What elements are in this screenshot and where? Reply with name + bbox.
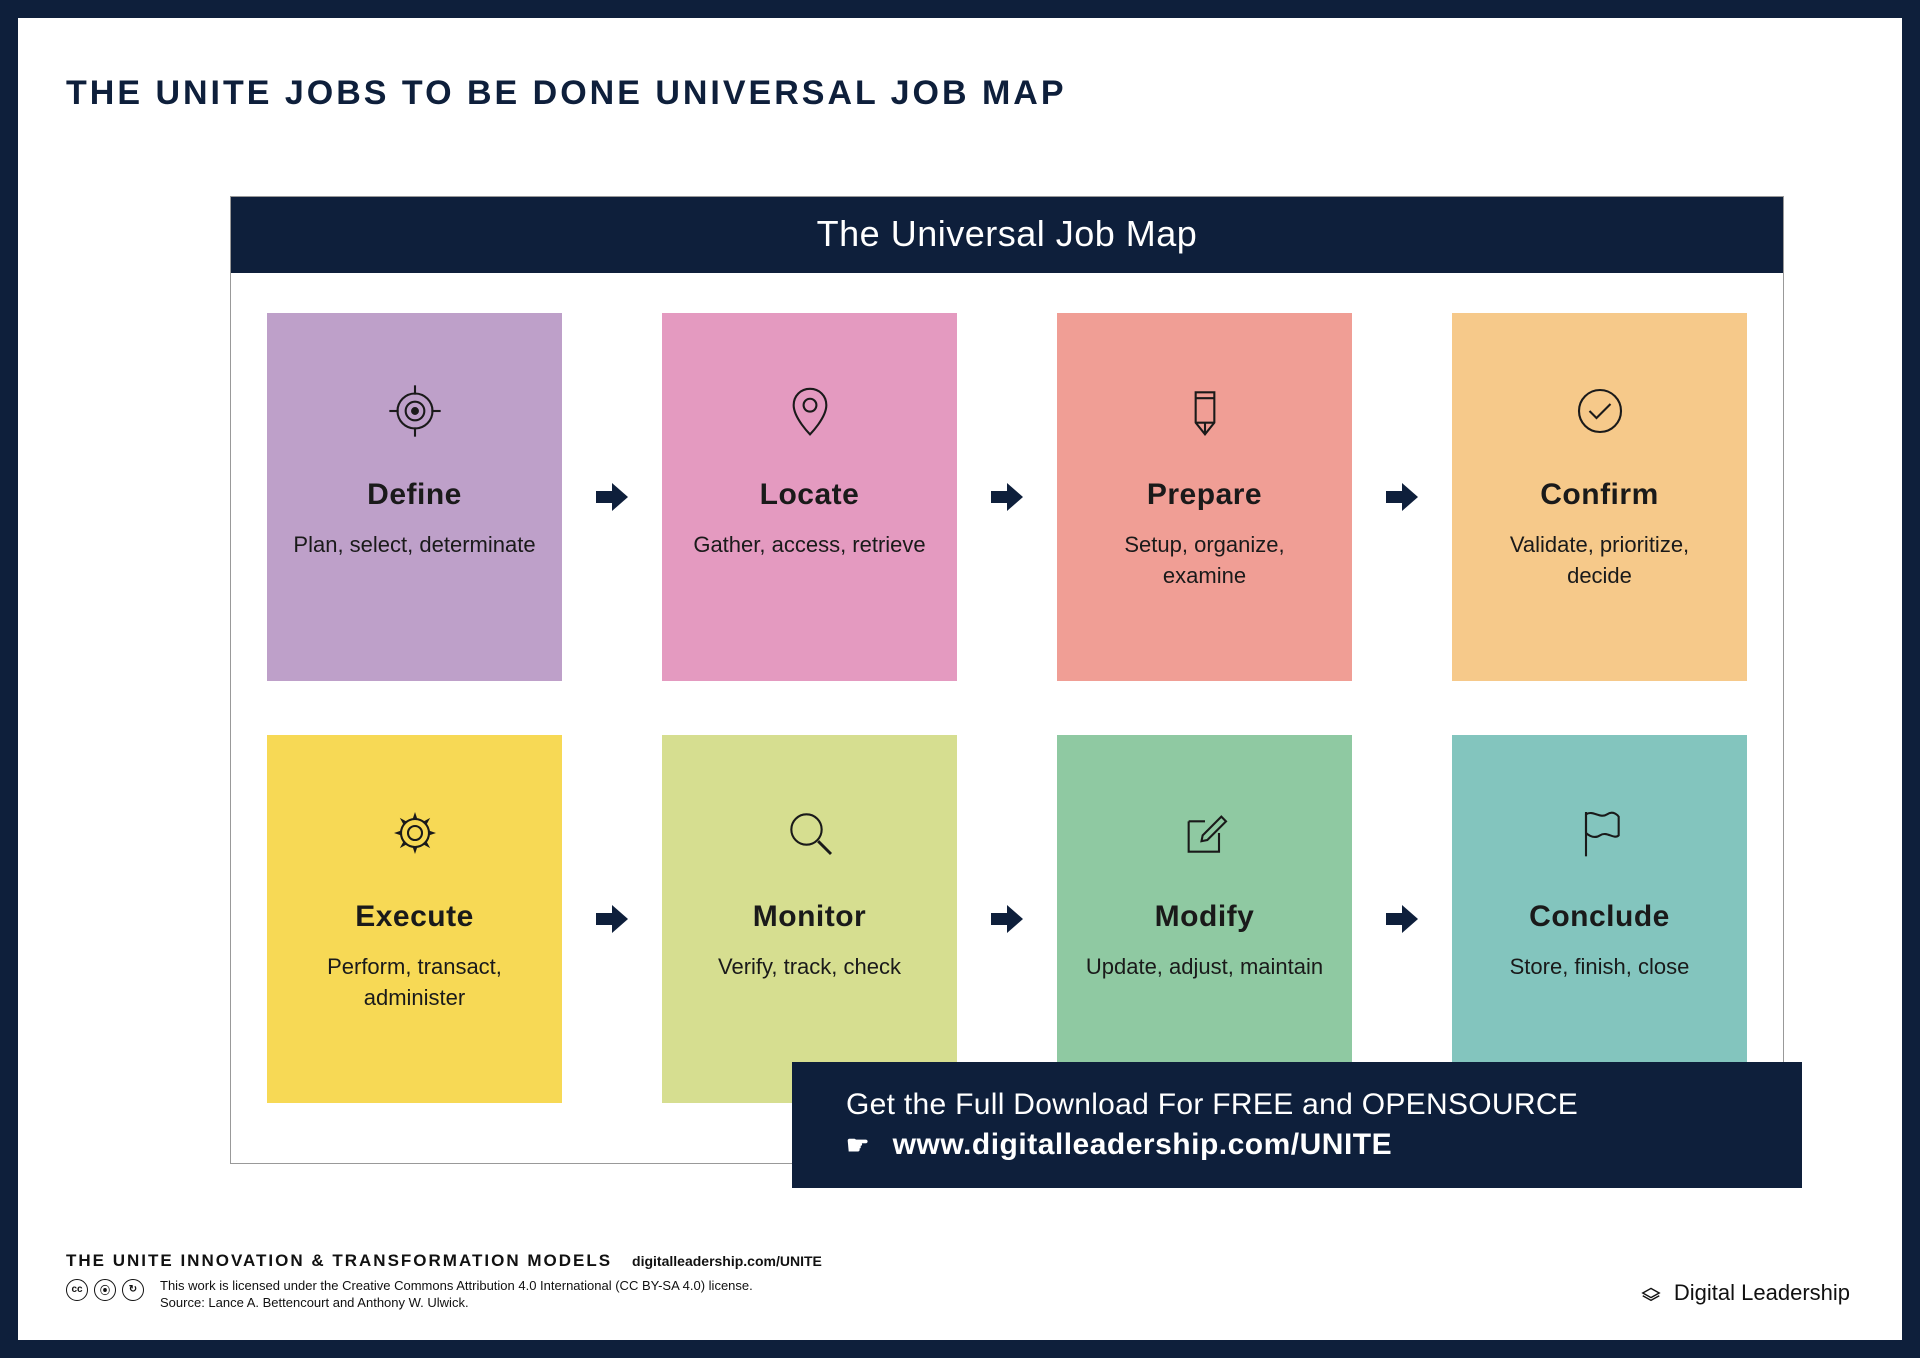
by-icon: ⦿ xyxy=(94,1279,116,1301)
target-icon xyxy=(387,383,443,444)
footer-model-name: THE UNITE INNOVATION & TRANSFORMATION MO… xyxy=(66,1251,612,1271)
footer-license: This work is licensed under the Creative… xyxy=(160,1277,753,1295)
map-card: Conclude Store, finish, close xyxy=(1452,735,1747,1103)
card-desc: Plan, select, determinate xyxy=(269,530,559,561)
cta-url: www.digitalleadership.com/UNITE xyxy=(893,1128,1392,1161)
magnify-icon xyxy=(782,805,838,866)
arrow-icon xyxy=(985,897,1029,941)
arrow-icon xyxy=(1380,897,1424,941)
card-title: Prepare xyxy=(1147,478,1262,512)
footer-source: Source: Lance A. Bettencourt and Anthony… xyxy=(160,1294,753,1312)
footer-license-row: cc ⦿ ↻ This work is licensed under the C… xyxy=(66,1277,1854,1312)
map-card: Confirm Validate, prioritize, decide xyxy=(1452,313,1747,681)
card-desc: Store, finish, close xyxy=(1486,952,1714,983)
arrow-icon xyxy=(590,475,634,519)
card-title: Conclude xyxy=(1529,900,1670,934)
footer-text: This work is licensed under the Creative… xyxy=(160,1277,753,1312)
cta-line1: Get the Full Download For FREE and OPENS… xyxy=(846,1088,1756,1122)
cc-icon: cc xyxy=(66,1279,88,1301)
cta-banner: Get the Full Download For FREE and OPENS… xyxy=(792,1062,1802,1188)
sa-icon: ↻ xyxy=(122,1279,144,1301)
arrow-icon xyxy=(590,897,634,941)
brand-label: Digital Leadership xyxy=(1674,1280,1850,1306)
card-title: Locate xyxy=(760,478,860,512)
map-container: The Universal Job Map Define Plan, select… xyxy=(230,196,1784,1164)
card-title: Modify xyxy=(1155,900,1255,934)
footer: THE UNITE INNOVATION & TRANSFORMATION MO… xyxy=(66,1251,1854,1312)
card-title: Execute xyxy=(355,900,474,934)
map-card: Execute Perform, transact, administer xyxy=(267,735,562,1103)
cta-line2: ☛ www.digitalleadership.com/UNITE xyxy=(846,1128,1756,1162)
card-title: Monitor xyxy=(753,900,866,934)
card-desc: Gather, access, retrieve xyxy=(669,530,949,561)
card-desc: Verify, track, check xyxy=(694,952,925,983)
flag-icon xyxy=(1572,805,1628,866)
page-title: THE UNITE JOBS TO BE DONE UNIVERSAL JOB … xyxy=(66,74,1067,113)
page-frame: THE UNITE JOBS TO BE DONE UNIVERSAL JOB … xyxy=(0,0,1920,1358)
pointer-icon: ☛ xyxy=(846,1130,870,1160)
card-desc: Validate, prioritize, decide xyxy=(1452,530,1747,592)
map-card: Modify Update, adjust, maintain xyxy=(1057,735,1352,1103)
card-desc: Update, adjust, maintain xyxy=(1062,952,1347,983)
card-desc: Setup, organize, examine xyxy=(1057,530,1352,592)
map-rows: Define Plan, select, determinate Locate Gat… xyxy=(231,273,1783,1163)
footer-top: THE UNITE INNOVATION & TRANSFORMATION MO… xyxy=(66,1251,1854,1271)
map-header: The Universal Job Map xyxy=(231,197,1783,273)
card-desc: Perform, transact, administer xyxy=(267,952,562,1014)
map-card: Monitor Verify, track, check xyxy=(662,735,957,1103)
map-card: Define Plan, select, determinate xyxy=(267,313,562,681)
map-row: Define Plan, select, determinate Locate Gat… xyxy=(267,313,1747,681)
edit-icon xyxy=(1177,805,1233,866)
cc-icons: cc ⦿ ↻ xyxy=(66,1279,144,1301)
map-card: Prepare Setup, organize, examine xyxy=(1057,313,1352,681)
brand: Digital Leadership xyxy=(1640,1280,1850,1306)
brand-icon xyxy=(1640,1282,1662,1304)
pencil-icon xyxy=(1177,383,1233,444)
arrow-icon xyxy=(1380,475,1424,519)
footer-url: digitalleadership.com/UNITE xyxy=(632,1253,822,1269)
map-row: Execute Perform, transact, administer Moni… xyxy=(267,735,1747,1103)
arrow-icon xyxy=(985,475,1029,519)
check-icon xyxy=(1572,383,1628,444)
gear-icon xyxy=(387,805,443,866)
map-card: Locate Gather, access, retrieve xyxy=(662,313,957,681)
pin-icon xyxy=(782,383,838,444)
card-title: Define xyxy=(367,478,462,512)
card-title: Confirm xyxy=(1540,478,1659,512)
